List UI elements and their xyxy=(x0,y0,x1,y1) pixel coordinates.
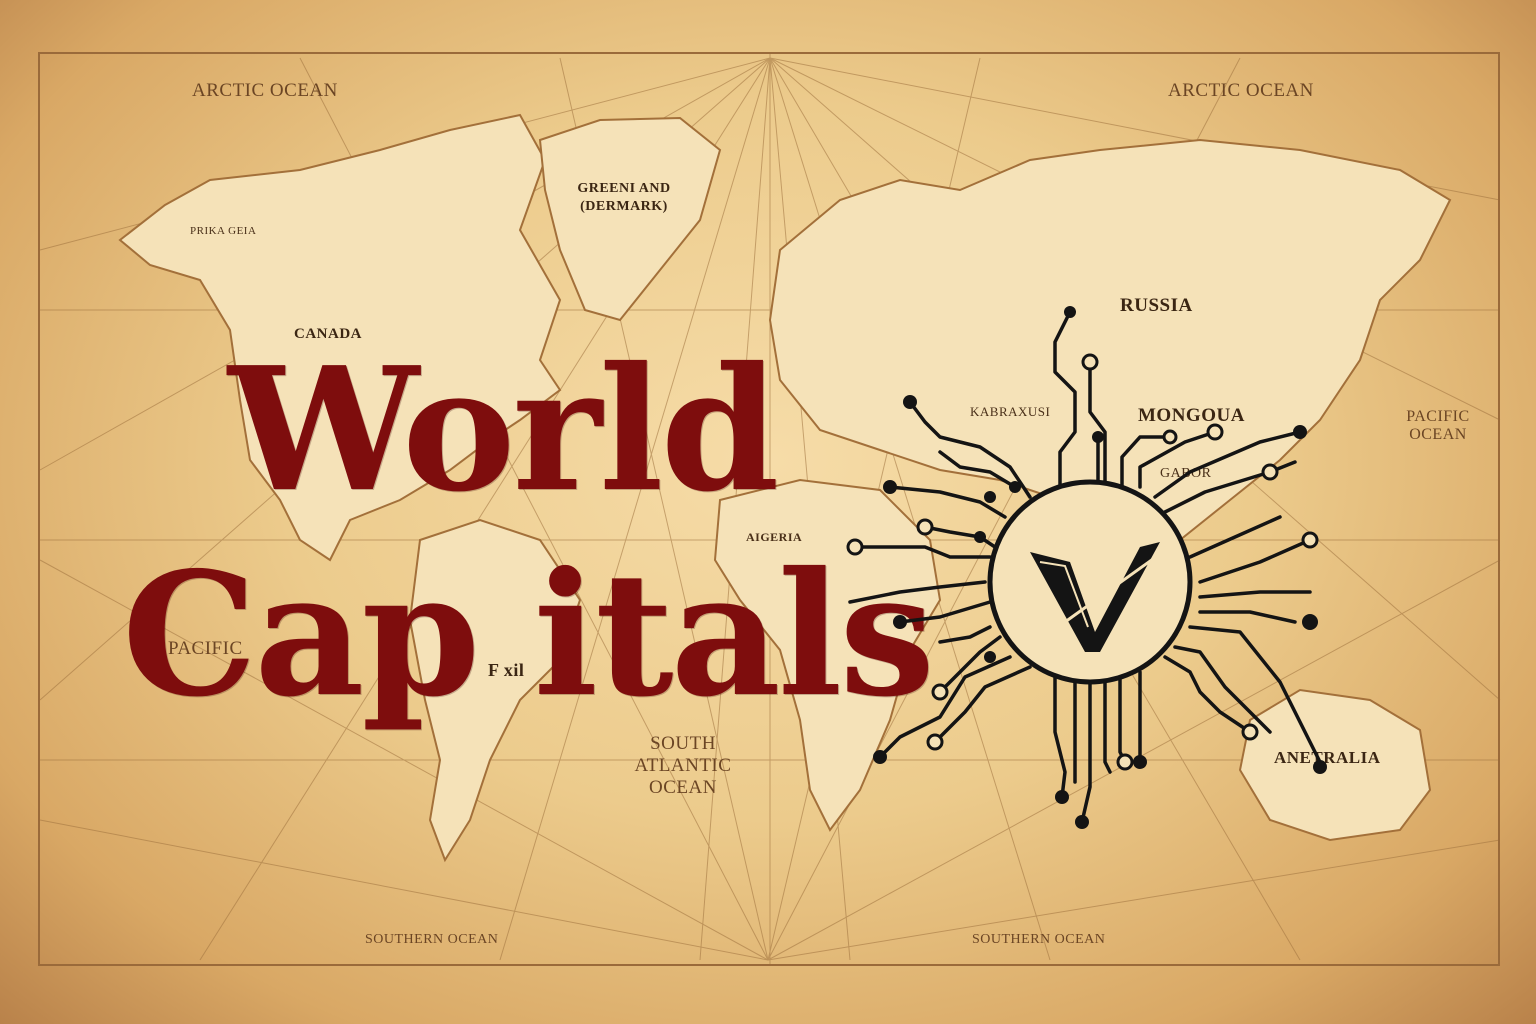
australia-label: ANETRALIA xyxy=(1274,748,1381,767)
circuit-terminals-hollow xyxy=(846,353,1319,771)
title-line-world: World xyxy=(228,330,779,530)
circuit-terminals-filled xyxy=(873,306,1327,829)
south-atlantic-line2: ATLANTIC xyxy=(634,754,732,776)
greenland-shape xyxy=(538,116,722,322)
pacific-right-line1: PACIFIC xyxy=(1406,408,1470,425)
brazil-label: F xil xyxy=(488,660,525,680)
greenland-label: GREENI AND (DERMARK) xyxy=(574,180,674,216)
arctic-ocean-label-right: ARCTIC OCEAN xyxy=(1168,80,1314,101)
australia-shape xyxy=(1238,688,1432,842)
canada-label: CANADA xyxy=(294,326,362,342)
mongolia-label: MONGOUA xyxy=(1138,405,1245,426)
algeria-label: AIGERIA xyxy=(746,530,803,544)
south-atlantic-line1: SOUTH xyxy=(650,733,716,754)
north-america-shape xyxy=(118,113,562,562)
kazakhstan-label: KABRAXUSI xyxy=(970,404,1051,419)
title-line-capitals: Cap itals xyxy=(122,535,935,735)
arctic-ocean-label-left: ARCTIC OCEAN xyxy=(192,80,338,101)
south-america-shape xyxy=(408,518,582,863)
eurasia-shape xyxy=(768,138,1452,542)
greenland-line1: GREENI AND xyxy=(577,181,671,196)
southern-ocean-label-right: SOUTHERN OCEAN xyxy=(972,932,1106,947)
circuit-globe-logo-icon xyxy=(846,306,1327,829)
south-atlantic-line3: OCEAN xyxy=(649,776,717,798)
greenland-line2: (DERMARK) xyxy=(580,199,668,215)
pacific-ocean-label-left: PACIFIC xyxy=(168,638,243,659)
russia-label: RUSSIA xyxy=(1120,295,1193,316)
map-border xyxy=(38,52,1500,966)
south-atlantic-label: SOUTH ATLANTIC OCEAN xyxy=(628,733,738,799)
landmasses xyxy=(118,113,1452,863)
alaska-label: PRIKA GEIA xyxy=(190,225,257,237)
v-emblem xyxy=(1030,542,1161,652)
pacific-ocean-label-right: PACIFIC OCEAN xyxy=(1398,408,1478,444)
africa-shape xyxy=(713,478,942,832)
pacific-right-line2: OCEAN xyxy=(1409,426,1467,443)
southern-ocean-label-left: SOUTHERN OCEAN xyxy=(365,932,499,947)
